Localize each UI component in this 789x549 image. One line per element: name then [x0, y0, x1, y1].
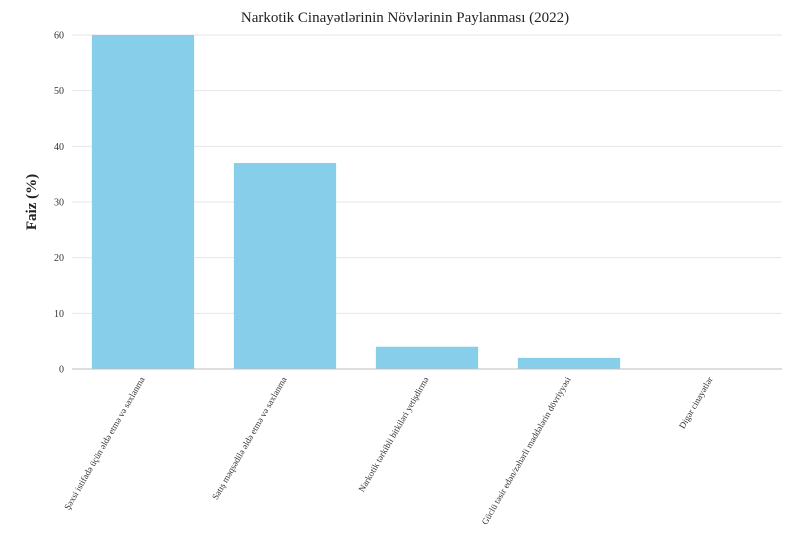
bar: [91, 35, 195, 369]
y-axis-label: Faiz (%): [24, 174, 40, 230]
y-tick-label: 0: [59, 365, 64, 376]
y-tick-label: 40: [54, 142, 64, 153]
bars: [91, 35, 621, 369]
y-axis-ticks: 0 10 20 30 40 50 60: [54, 31, 64, 376]
y-tick-label: 30: [54, 198, 64, 209]
x-tick-label: Satış məqsədilə əldə etmə və saxlanma: [210, 375, 289, 501]
x-tick-label: Narkotik tərkibli bitkiləri yetişdirmə: [356, 375, 430, 494]
x-tick-label: Güclü təsir edən/zəhərli maddələrin dövr…: [480, 375, 573, 527]
chart-title: Narkotik Cinayətlərinin Növlərinin Payla…: [241, 10, 569, 26]
x-axis-ticks: Şəxsi istifadə üçün əldə etmə və saxlanm…: [62, 375, 715, 527]
y-tick-label: 60: [54, 31, 64, 42]
bar: [375, 346, 479, 369]
y-tick-label: 10: [54, 309, 64, 320]
x-tick-label: Şəxsi istifadə üçün əldə etmə və saxlanm…: [62, 375, 147, 512]
y-tick-label: 50: [54, 86, 64, 97]
bar: [517, 357, 621, 369]
bar: [233, 163, 337, 369]
x-tick-label: Digər cinayətlər: [677, 375, 715, 430]
y-tick-label: 20: [54, 253, 64, 264]
